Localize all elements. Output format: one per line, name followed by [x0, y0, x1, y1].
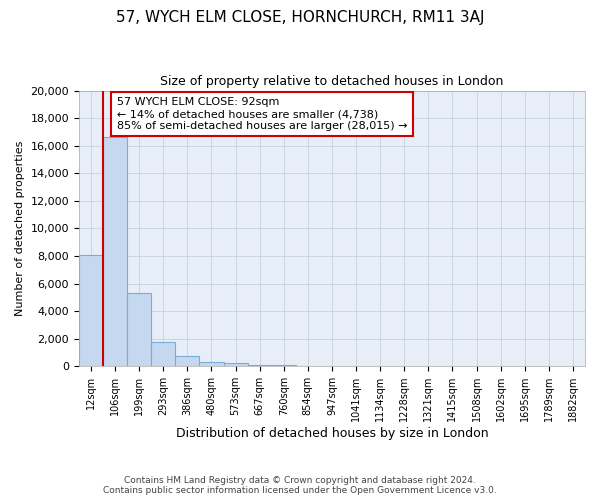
- Title: Size of property relative to detached houses in London: Size of property relative to detached ho…: [160, 75, 503, 88]
- Bar: [248, 365, 272, 366]
- Y-axis label: Number of detached properties: Number of detached properties: [15, 140, 25, 316]
- Text: 57, WYCH ELM CLOSE, HORNCHURCH, RM11 3AJ: 57, WYCH ELM CLOSE, HORNCHURCH, RM11 3AJ: [116, 10, 484, 25]
- X-axis label: Distribution of detached houses by size in London: Distribution of detached houses by size …: [176, 427, 488, 440]
- Bar: [79, 254, 103, 366]
- Bar: [175, 356, 199, 366]
- Text: Contains HM Land Registry data © Crown copyright and database right 2024.
Contai: Contains HM Land Registry data © Crown c…: [103, 476, 497, 495]
- Bar: [151, 342, 175, 366]
- Text: 57 WYCH ELM CLOSE: 92sqm
← 14% of detached houses are smaller (4,738)
85% of sem: 57 WYCH ELM CLOSE: 92sqm ← 14% of detach…: [117, 98, 407, 130]
- Bar: [103, 138, 127, 366]
- Bar: [224, 364, 248, 366]
- Bar: [199, 362, 224, 366]
- Bar: [127, 293, 151, 366]
